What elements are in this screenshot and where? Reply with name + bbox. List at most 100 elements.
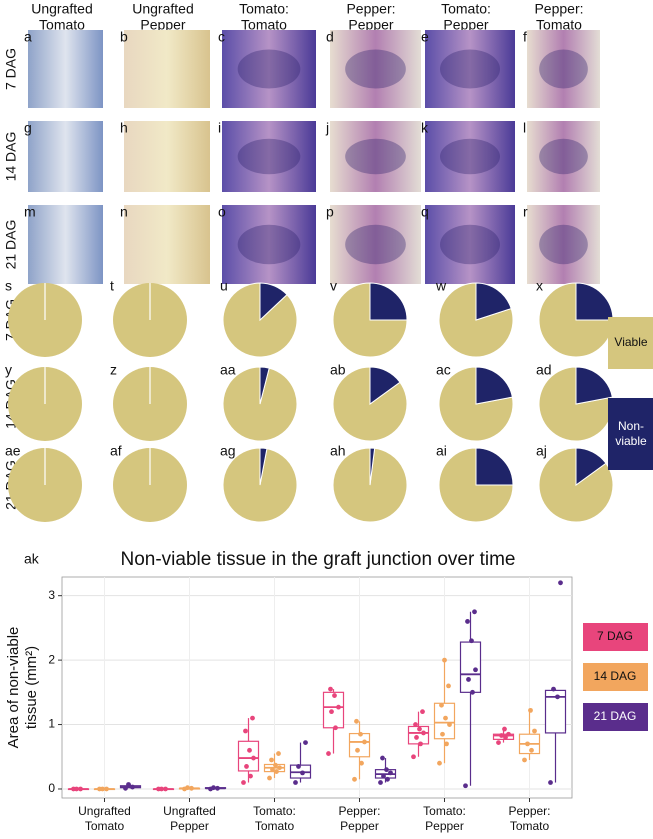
photo-stain	[345, 138, 406, 175]
column-header: Ungrafted	[31, 1, 92, 17]
point	[78, 786, 83, 792]
row-label: 14 DAG	[3, 132, 19, 182]
point	[442, 657, 447, 663]
box	[237, 740, 260, 772]
panel-letter: ae	[5, 443, 21, 459]
point	[470, 689, 475, 695]
legend-swatch	[583, 623, 648, 651]
point	[267, 775, 272, 781]
point	[355, 747, 360, 753]
panel-letter: aa	[220, 362, 236, 378]
panel-letter: v	[330, 278, 337, 294]
panel-letter: t	[110, 278, 114, 294]
panel-letter: i	[218, 120, 221, 136]
point	[104, 786, 109, 792]
point	[469, 638, 474, 644]
point	[328, 686, 333, 692]
panel-letter: a	[24, 29, 32, 45]
point	[100, 786, 105, 792]
panel-letter: ab	[330, 362, 346, 378]
row-label: 7 DAG	[3, 48, 19, 90]
point	[336, 704, 341, 710]
column-header: Tomato	[241, 17, 287, 33]
y-axis-label: tissue (mm²)	[23, 646, 40, 729]
pie-slice	[475, 282, 512, 321]
legend-label: 7 DAG	[597, 629, 633, 643]
point	[388, 770, 393, 776]
point	[443, 715, 448, 721]
point	[558, 580, 563, 586]
point	[444, 741, 449, 747]
photo-stain	[345, 224, 406, 265]
point	[189, 785, 194, 791]
point	[496, 740, 501, 745]
point	[126, 782, 131, 787]
legend-swatch	[583, 703, 648, 731]
point	[270, 767, 275, 773]
y-tick-label: 2	[48, 652, 55, 666]
pie-slice	[575, 447, 607, 486]
point	[411, 754, 416, 760]
panel-letter: x	[536, 278, 543, 294]
point	[303, 740, 308, 745]
point	[130, 784, 135, 790]
photo-stain	[440, 49, 500, 89]
point	[466, 677, 471, 682]
point	[437, 760, 442, 766]
chart-title: Non-viable tissue in the graft junction …	[121, 549, 516, 570]
point	[506, 731, 511, 737]
photo	[425, 30, 515, 108]
panel-letter: d	[326, 29, 334, 45]
point	[440, 731, 445, 737]
panel-letter: f	[523, 29, 527, 45]
point	[277, 765, 282, 771]
point	[352, 776, 357, 782]
panel-letter: af	[110, 443, 122, 459]
pie-slice	[475, 366, 513, 405]
panel-letter: q	[421, 204, 429, 220]
panel-letter: w	[435, 278, 447, 294]
pie-slice	[369, 282, 408, 321]
legend-swatch	[608, 398, 653, 470]
column-header: Tomato	[39, 17, 85, 33]
photo	[28, 121, 103, 192]
column-header: Pepper	[140, 17, 185, 33]
x-tick-label: Tomato:	[423, 804, 466, 818]
point	[326, 751, 331, 756]
photo-stain	[539, 138, 588, 175]
point	[358, 731, 363, 737]
pie-slice	[259, 447, 268, 486]
x-tick-label: Tomato:	[253, 804, 296, 818]
photo	[330, 121, 421, 192]
legend-swatch	[583, 663, 648, 691]
photo-stain	[440, 138, 500, 175]
point	[248, 773, 253, 779]
point	[380, 755, 385, 761]
point	[529, 747, 534, 753]
panel-letter: b	[120, 29, 128, 45]
column-header: Ungrafted	[132, 1, 193, 17]
pie-slice	[332, 282, 408, 358]
point	[378, 780, 383, 785]
point	[244, 764, 249, 769]
point	[243, 728, 248, 734]
point	[532, 728, 537, 734]
point	[555, 694, 560, 700]
point	[414, 735, 419, 740]
panel-letter: g	[24, 120, 32, 136]
photo-stain	[345, 49, 406, 89]
photo	[28, 205, 103, 284]
column-header: Tomato:	[441, 1, 491, 17]
panel-letter: h	[120, 120, 128, 136]
x-tick-label: Ungrafted	[78, 804, 131, 818]
pie-slice	[475, 447, 514, 486]
photo	[330, 30, 421, 108]
y-tick-label: 0	[48, 781, 55, 795]
point	[503, 735, 508, 740]
point	[159, 786, 164, 792]
box	[433, 702, 456, 740]
panel-letter: aj	[536, 443, 547, 459]
column-header: Tomato:	[239, 1, 289, 17]
photo-stain	[539, 49, 588, 89]
x-tick-label: Ungrafted	[163, 804, 216, 818]
